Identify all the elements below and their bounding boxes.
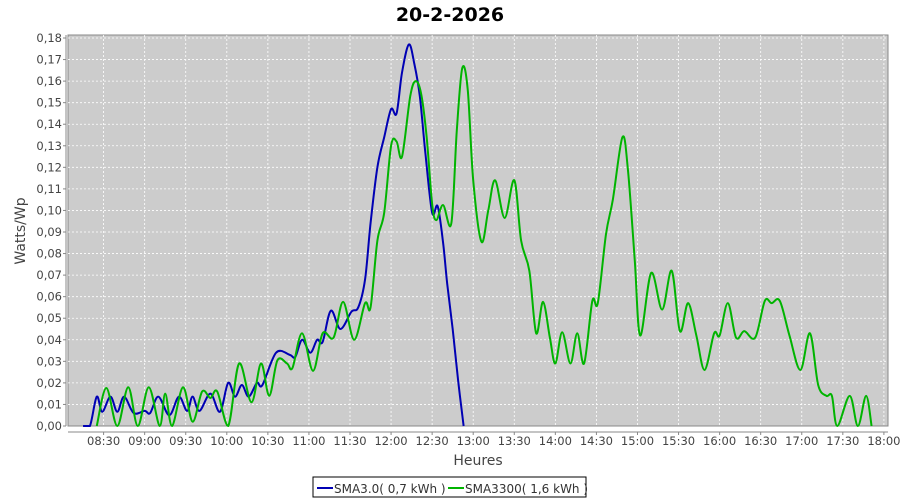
x-tick-label: 17:00: [785, 434, 818, 448]
y-tick-label: 0,04: [36, 333, 62, 347]
x-tick-label: 12:30: [416, 434, 449, 448]
x-tick-label: 13:00: [457, 434, 490, 448]
y-tick-label: 0,06: [36, 290, 62, 304]
chart-title: 20-2-2026: [396, 4, 504, 26]
x-tick-label: 11:30: [333, 434, 366, 448]
y-tick-label: 0,01: [36, 397, 62, 411]
x-tick-label: 14:00: [539, 434, 572, 448]
x-tick-label: 10:00: [210, 434, 243, 448]
y-tick-label: 0,00: [36, 419, 62, 433]
y-tick-label: 0,13: [36, 139, 62, 153]
y-tick-label: 0,16: [36, 74, 62, 88]
y-axis-label: Watts/Wp: [13, 197, 29, 264]
x-axis: 08:30 09:00 09:30 10:00 10:30 11:00 11:30 12:00…: [68, 431, 900, 448]
y-tick-label: 0,11: [36, 182, 62, 196]
legend-label-sma3300: SMA3300( 1,6 kWh ): [465, 482, 588, 496]
x-tick-label: 11:00: [292, 434, 325, 448]
y-tick-label: 0,09: [36, 225, 62, 239]
y-tick-label: 0,17: [36, 53, 62, 67]
x-tick-label: 08:30: [87, 434, 120, 448]
x-tick-label: 16:00: [703, 434, 736, 448]
x-tick-label: 10:30: [251, 434, 284, 448]
x-tick-label: 17:30: [826, 434, 859, 448]
x-tick-label: 14:30: [580, 434, 613, 448]
x-tick-label: 13:30: [498, 434, 531, 448]
y-tick-label: 0,14: [36, 117, 62, 131]
y-tick-label: 0,02: [36, 376, 62, 390]
y-tick-label: 0,18: [36, 31, 62, 45]
x-tick-label: 18:00: [867, 434, 900, 448]
y-tick-label: 0,08: [36, 247, 62, 261]
series-line-1: [95, 65, 873, 428]
x-tick-label: 09:30: [169, 434, 202, 448]
series-lines: [83, 43, 873, 428]
y-tick-label: 0,05: [36, 311, 62, 325]
legend: SMA3.0( 0,7 kWh ) SMA3300( 1,6 kWh ): [312, 476, 588, 498]
x-axis-label: Heures: [453, 453, 502, 469]
y-tick-label: 0,07: [36, 268, 62, 282]
grid: [68, 35, 888, 426]
x-tick-label: 15:30: [662, 434, 695, 448]
x-tick-label: 12:00: [374, 434, 407, 448]
y-axis: 0,00 0,01 0,02 0,03 0,04 0,05 0,06 0,07 0,08 0,09…: [36, 31, 67, 433]
x-tick-label: 16:30: [744, 434, 777, 448]
y-tick-label: 0,12: [36, 160, 62, 174]
y-tick-label: 0,10: [36, 203, 62, 217]
x-tick-label: 15:00: [621, 434, 654, 448]
y-tick-label: 0,15: [36, 96, 62, 110]
x-tick-label: 09:00: [128, 434, 161, 448]
legend-label-sma30: SMA3.0( 0,7 kWh ): [334, 482, 446, 496]
y-tick-label: 0,03: [36, 354, 62, 368]
